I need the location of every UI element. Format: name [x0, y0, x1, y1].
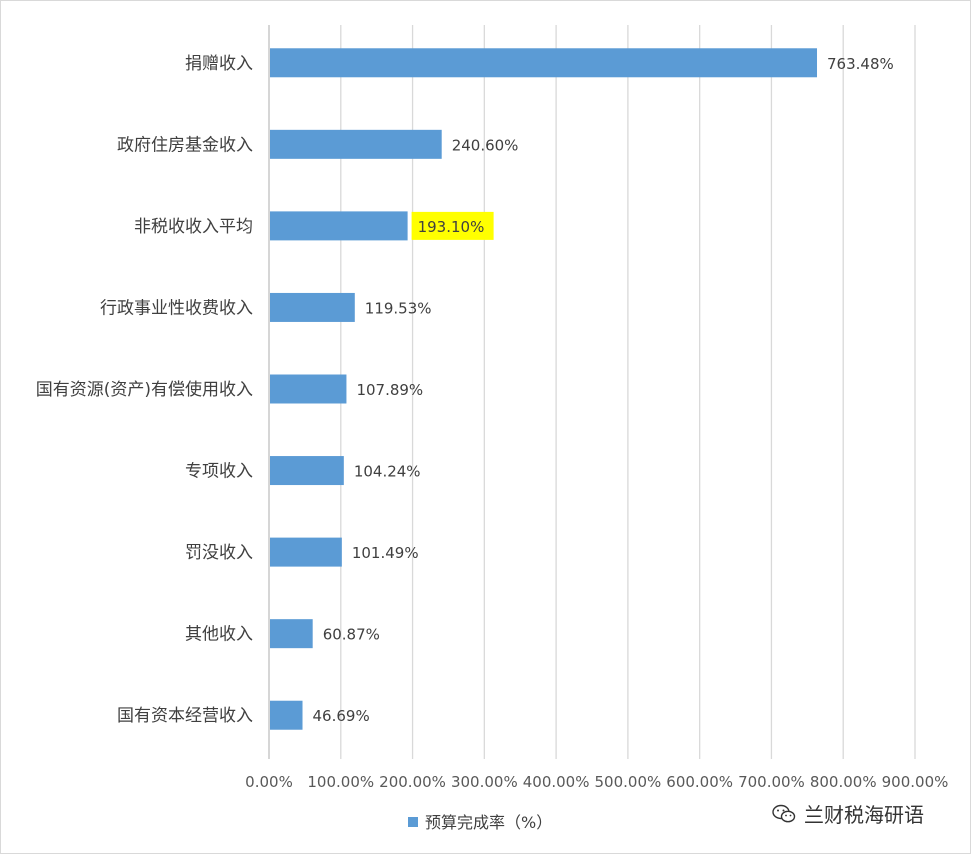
data-label: 193.10%	[418, 218, 485, 236]
x-tick-label: 100.00%	[307, 773, 374, 791]
watermark: 兰财税海研语	[772, 799, 924, 828]
x-tick-label: 200.00%	[379, 773, 446, 791]
category-label: 非税收收入平均	[134, 217, 253, 237]
x-tick-label: 900.00%	[882, 773, 949, 791]
legend-label: 预算完成率（%）	[425, 813, 552, 832]
bar	[270, 48, 818, 78]
category-label: 专项收入	[185, 462, 253, 482]
category-label: 国有资本经营收入	[117, 706, 253, 726]
label-highlight	[411, 211, 494, 240]
category-label: 罚没收入	[185, 543, 253, 563]
data-label: 46.69%	[313, 707, 370, 725]
category-label: 其他收入	[185, 625, 253, 645]
x-tick-label: 500.00%	[595, 773, 662, 791]
bar	[270, 211, 408, 241]
legend-swatch	[408, 817, 418, 827]
bar	[270, 374, 347, 404]
category-label: 捐赠收入	[185, 54, 253, 74]
data-label: 60.87%	[323, 626, 380, 644]
watermark-text: 兰财税海研语	[804, 803, 924, 827]
x-tick-labels: 0.00% 100.00% 200.00% 300.00% 400.00% 500.00%…	[245, 773, 948, 791]
bar	[270, 619, 313, 649]
category-label: 政府住房基金收入	[117, 135, 253, 155]
data-label: 763.48%	[827, 55, 894, 73]
x-tick-label: 800.00%	[810, 773, 877, 791]
wechat-icon	[772, 804, 796, 822]
x-tick-label: 600.00%	[666, 773, 733, 791]
x-tick-label: 300.00%	[451, 773, 518, 791]
data-labels: 763.48% 240.60% 193.10% 119.53% 107.89% 104.2…	[313, 55, 894, 725]
category-label: 国有资源(资产)有偿使用收入	[36, 379, 253, 400]
bar	[270, 537, 342, 567]
x-tick-label: 700.00%	[738, 773, 805, 791]
data-label: 104.24%	[354, 463, 421, 481]
data-label: 240.60%	[452, 136, 519, 154]
data-label: 101.49%	[352, 544, 419, 562]
x-tick-label: 400.00%	[523, 773, 590, 791]
data-label: 119.53%	[365, 299, 432, 317]
x-tick-label: 0.00%	[245, 773, 293, 791]
bar	[270, 129, 442, 159]
category-labels: 捐赠收入政府住房基金收入非税收收入平均行政事业性收费收入国有资源(资产)有偿使用…	[36, 54, 253, 726]
bars	[270, 48, 818, 730]
category-label: 行政事业性收费收入	[100, 298, 253, 318]
legend: 预算完成率（%）	[408, 813, 552, 832]
data-label: 107.89%	[356, 381, 423, 399]
bar	[270, 456, 344, 486]
bar	[270, 292, 355, 322]
bar	[270, 700, 303, 730]
